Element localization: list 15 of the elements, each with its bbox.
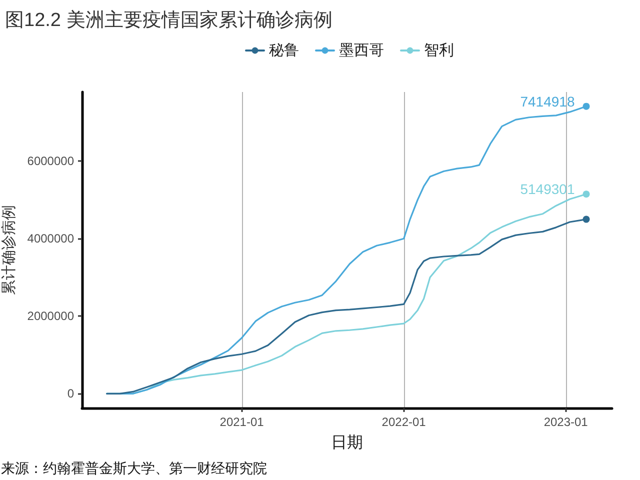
x-tick-label: 2021-01 <box>220 415 264 429</box>
data-label: 7414918 <box>520 93 575 110</box>
chart-title: 图12.2 美洲主要疫情国家累计确诊病例 <box>5 9 332 31</box>
x-axis-title: 日期 <box>331 434 363 452</box>
legend-label: 秘鲁 <box>269 42 299 59</box>
y-axis-title: 累计确诊病例 <box>0 205 18 295</box>
legend-label: 智利 <box>424 42 454 59</box>
x-tick-label: 2022-01 <box>382 415 426 429</box>
legend-label: 墨西哥 <box>339 42 384 59</box>
source-note: 来源：约翰霍普金斯大学、第一财经研究院 <box>1 460 267 476</box>
y-tick-label: 2000000 <box>27 309 74 324</box>
y-tick-label: 4000000 <box>27 232 74 246</box>
y-tick-label: 0 <box>67 386 74 401</box>
y-tick-label: 6000000 <box>27 154 74 168</box>
x-tick-label: 2023-01 <box>544 415 588 429</box>
